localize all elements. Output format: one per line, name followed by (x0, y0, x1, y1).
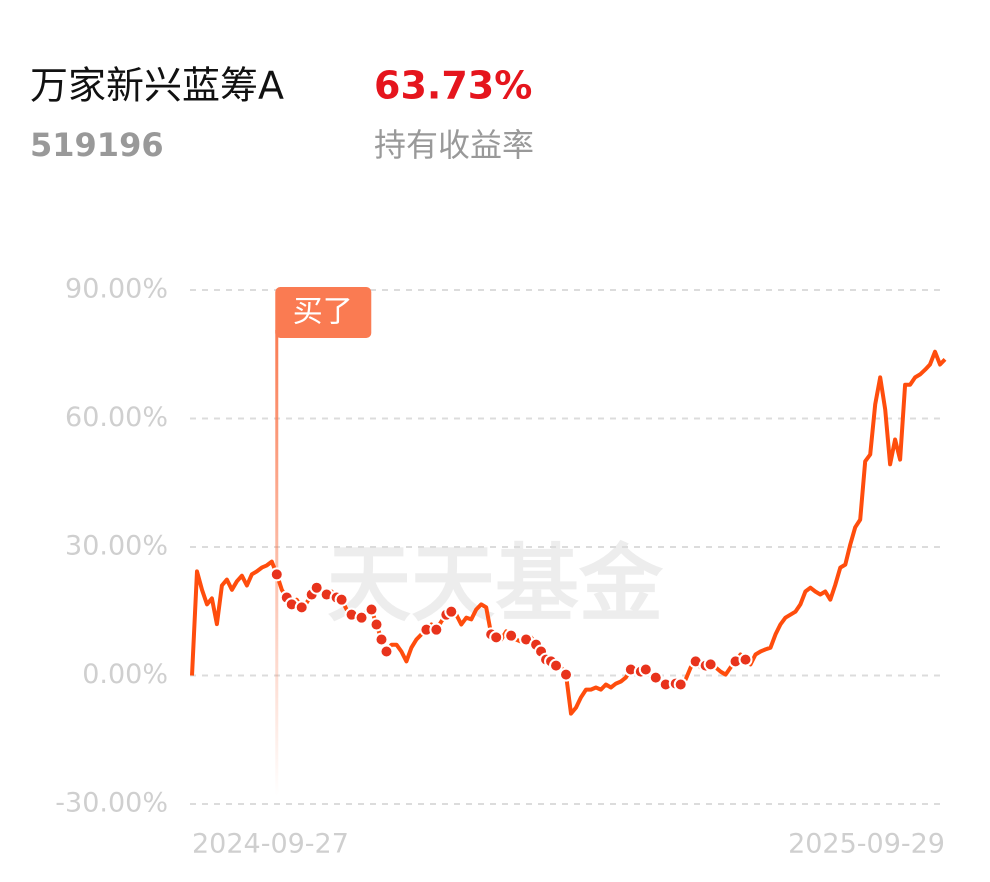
trade-dot (673, 677, 688, 692)
trade-dot (648, 670, 663, 685)
trade-dot (489, 630, 504, 645)
buy-label: 买了 (293, 295, 353, 330)
return-value: 63.73% (374, 64, 532, 108)
trade-dot (374, 632, 389, 647)
trade-dot (354, 610, 369, 625)
trade-dot (309, 580, 324, 595)
trade-dot (504, 628, 519, 643)
y-tick-label: 0.00% (82, 659, 168, 690)
trade-dot (559, 667, 574, 682)
trade-dot (429, 622, 444, 637)
buy-line (275, 330, 279, 796)
y-tick-label: 60.00% (65, 402, 168, 433)
trade-dot (364, 602, 379, 617)
y-tick-label: -30.00% (55, 788, 168, 819)
fund-code: 519196 (30, 126, 164, 164)
buy-label-box (275, 287, 372, 338)
y-tick-label: 90.00% (65, 274, 168, 305)
watermark: 天天基金 (327, 535, 664, 633)
trade-dot (369, 617, 384, 632)
x-tick-label: 2025-09-29 (788, 829, 945, 860)
trade-dot (334, 592, 349, 607)
trade-dot (294, 600, 309, 615)
x-tick-label: 2024-09-27 (192, 829, 349, 860)
trade-dot (269, 567, 284, 582)
trade-dot (549, 658, 564, 673)
trade-dot (444, 604, 459, 619)
trade-dot (379, 644, 394, 659)
fund-name: 万家新兴蓝筹A (30, 64, 284, 108)
y-tick-label: 30.00% (65, 531, 168, 562)
return-label: 持有收益率 (374, 126, 534, 164)
trade-dot (738, 652, 753, 667)
trade-dot (638, 662, 653, 677)
trade-dot (703, 657, 718, 672)
line (190, 349, 947, 716)
